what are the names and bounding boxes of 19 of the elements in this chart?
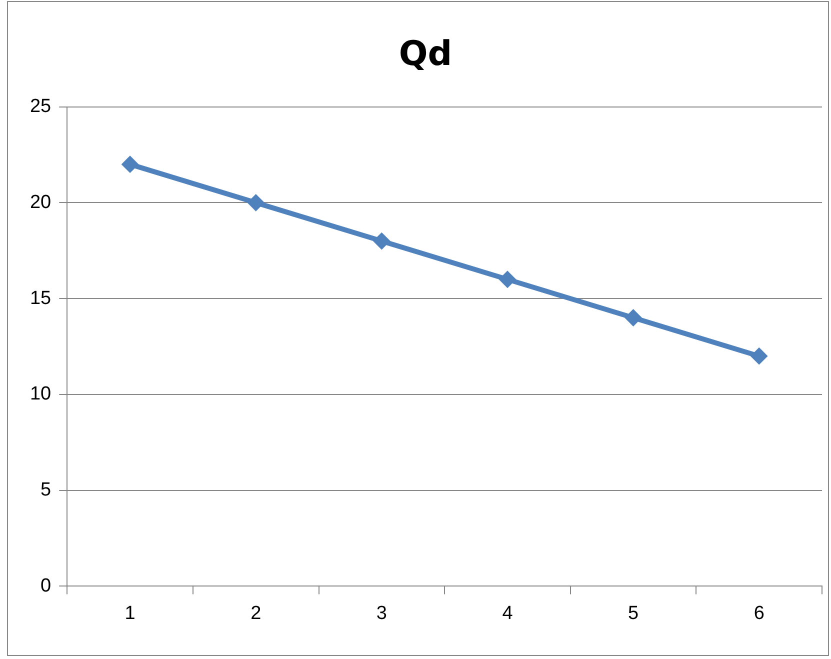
y-tick-label: 15 xyxy=(30,288,52,309)
y-tick-label: 0 xyxy=(40,575,52,596)
y-tick-label: 5 xyxy=(40,480,52,501)
x-tick-label: 6 xyxy=(754,602,764,624)
y-tick-label: 20 xyxy=(30,192,52,213)
point xyxy=(498,270,516,288)
point xyxy=(373,232,390,250)
point xyxy=(750,348,768,365)
point xyxy=(122,156,139,173)
x-tick-label: 1 xyxy=(124,602,136,624)
chart-title: Qd xyxy=(398,34,452,74)
y-tick-label: 10 xyxy=(30,384,52,405)
y-tick-label: 25 xyxy=(30,96,52,118)
point xyxy=(247,194,264,212)
x-tick-label: 3 xyxy=(376,602,387,624)
x-tick-label: 5 xyxy=(628,602,639,624)
point xyxy=(624,309,642,326)
x-tick-label: 2 xyxy=(250,602,262,624)
x-tick-label: 4 xyxy=(502,602,514,624)
